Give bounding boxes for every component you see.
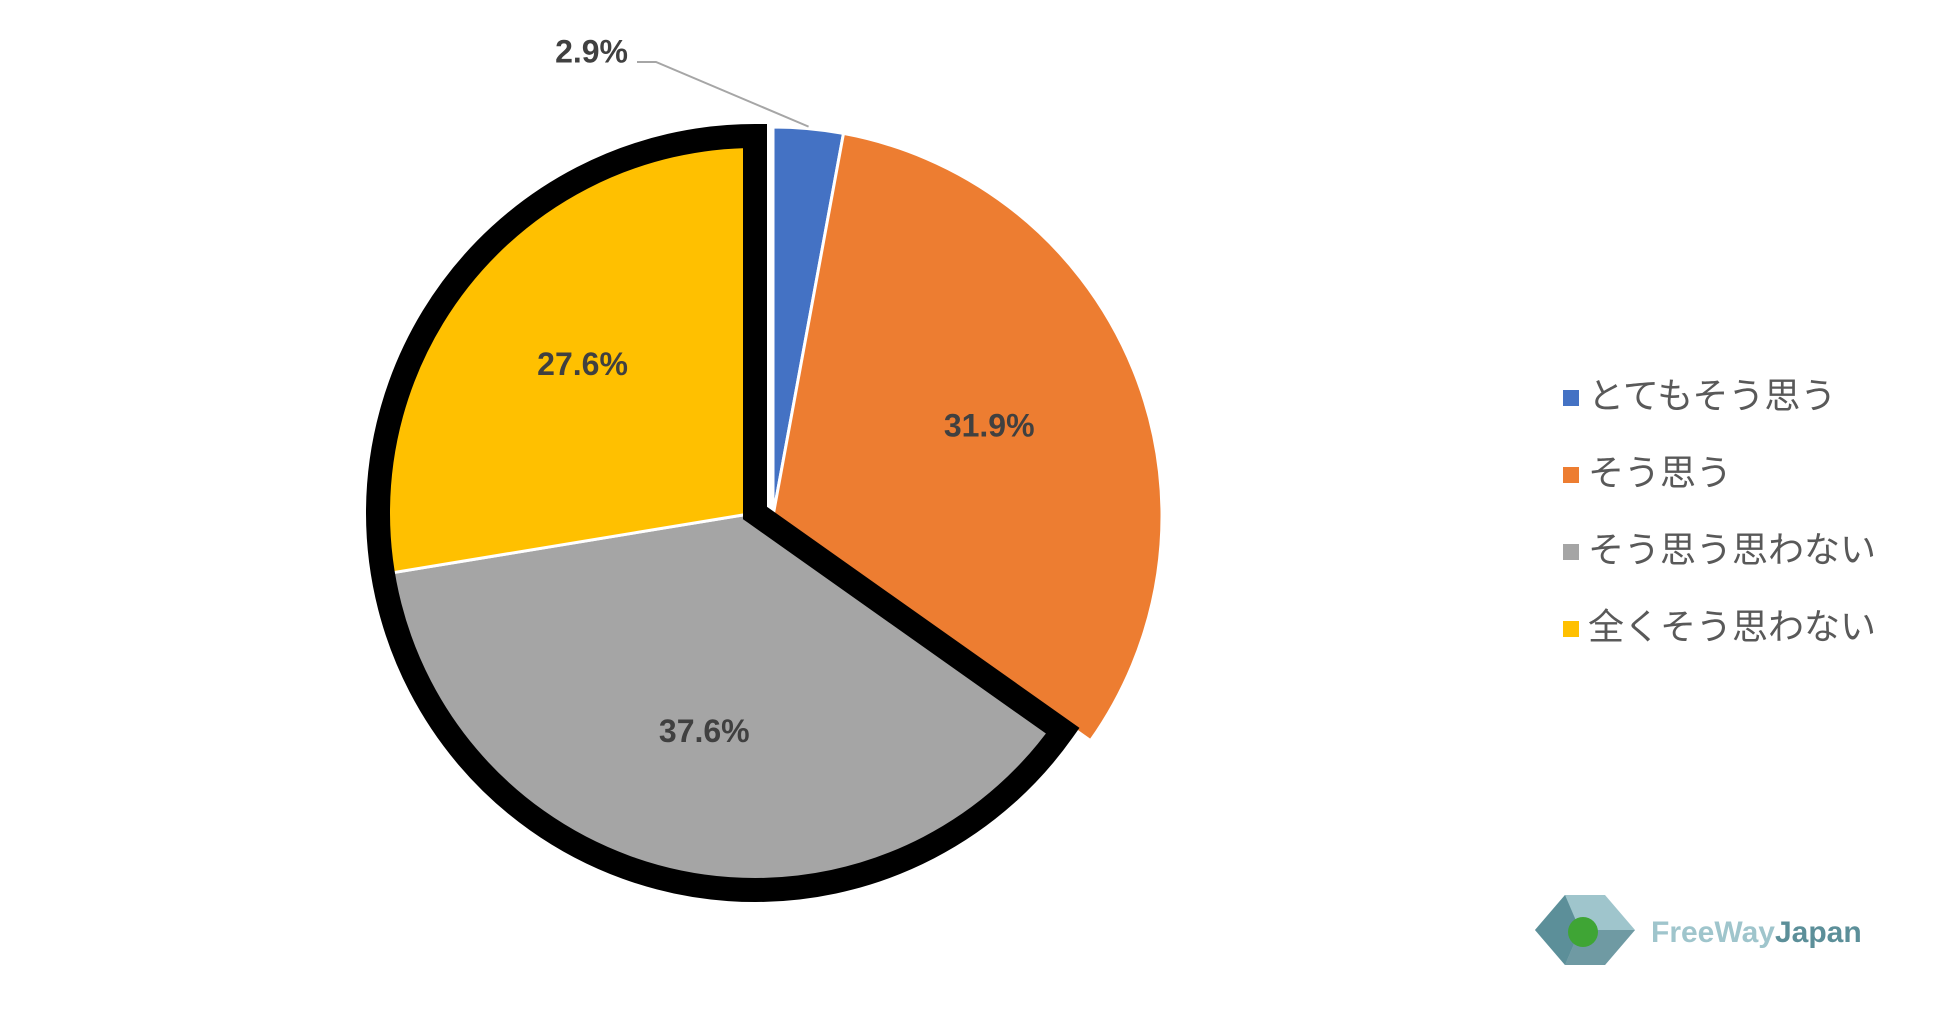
legend-label: そう思う bbox=[1588, 453, 1732, 494]
legend-swatch bbox=[1563, 390, 1579, 406]
logo-text-2: Japan bbox=[1775, 916, 1862, 949]
legend-label: そう思う思わない bbox=[1588, 530, 1876, 571]
value-label: 31.9% bbox=[944, 407, 1035, 443]
leader-line bbox=[637, 61, 809, 128]
value-label: 2.9% bbox=[555, 33, 628, 69]
logo-icon-part bbox=[1535, 895, 1580, 965]
logo-ball bbox=[1568, 917, 1598, 947]
logo-text: FreeWayJapan bbox=[1651, 916, 1862, 949]
logo: FreeWayJapan bbox=[1535, 895, 1862, 965]
value-label: 37.6% bbox=[659, 713, 750, 749]
value-label: 27.6% bbox=[537, 346, 628, 382]
legend-swatch bbox=[1563, 621, 1579, 637]
legend-swatch bbox=[1563, 544, 1579, 560]
pie-slice bbox=[771, 131, 1164, 743]
legend-swatch bbox=[1563, 467, 1579, 483]
legend-label: とてもそう思う bbox=[1588, 376, 1836, 417]
logo-text-1: FreeWay bbox=[1651, 916, 1775, 949]
slice-highlight bbox=[366, 123, 1080, 902]
legend-label: 全くそう思わない bbox=[1588, 607, 1876, 648]
